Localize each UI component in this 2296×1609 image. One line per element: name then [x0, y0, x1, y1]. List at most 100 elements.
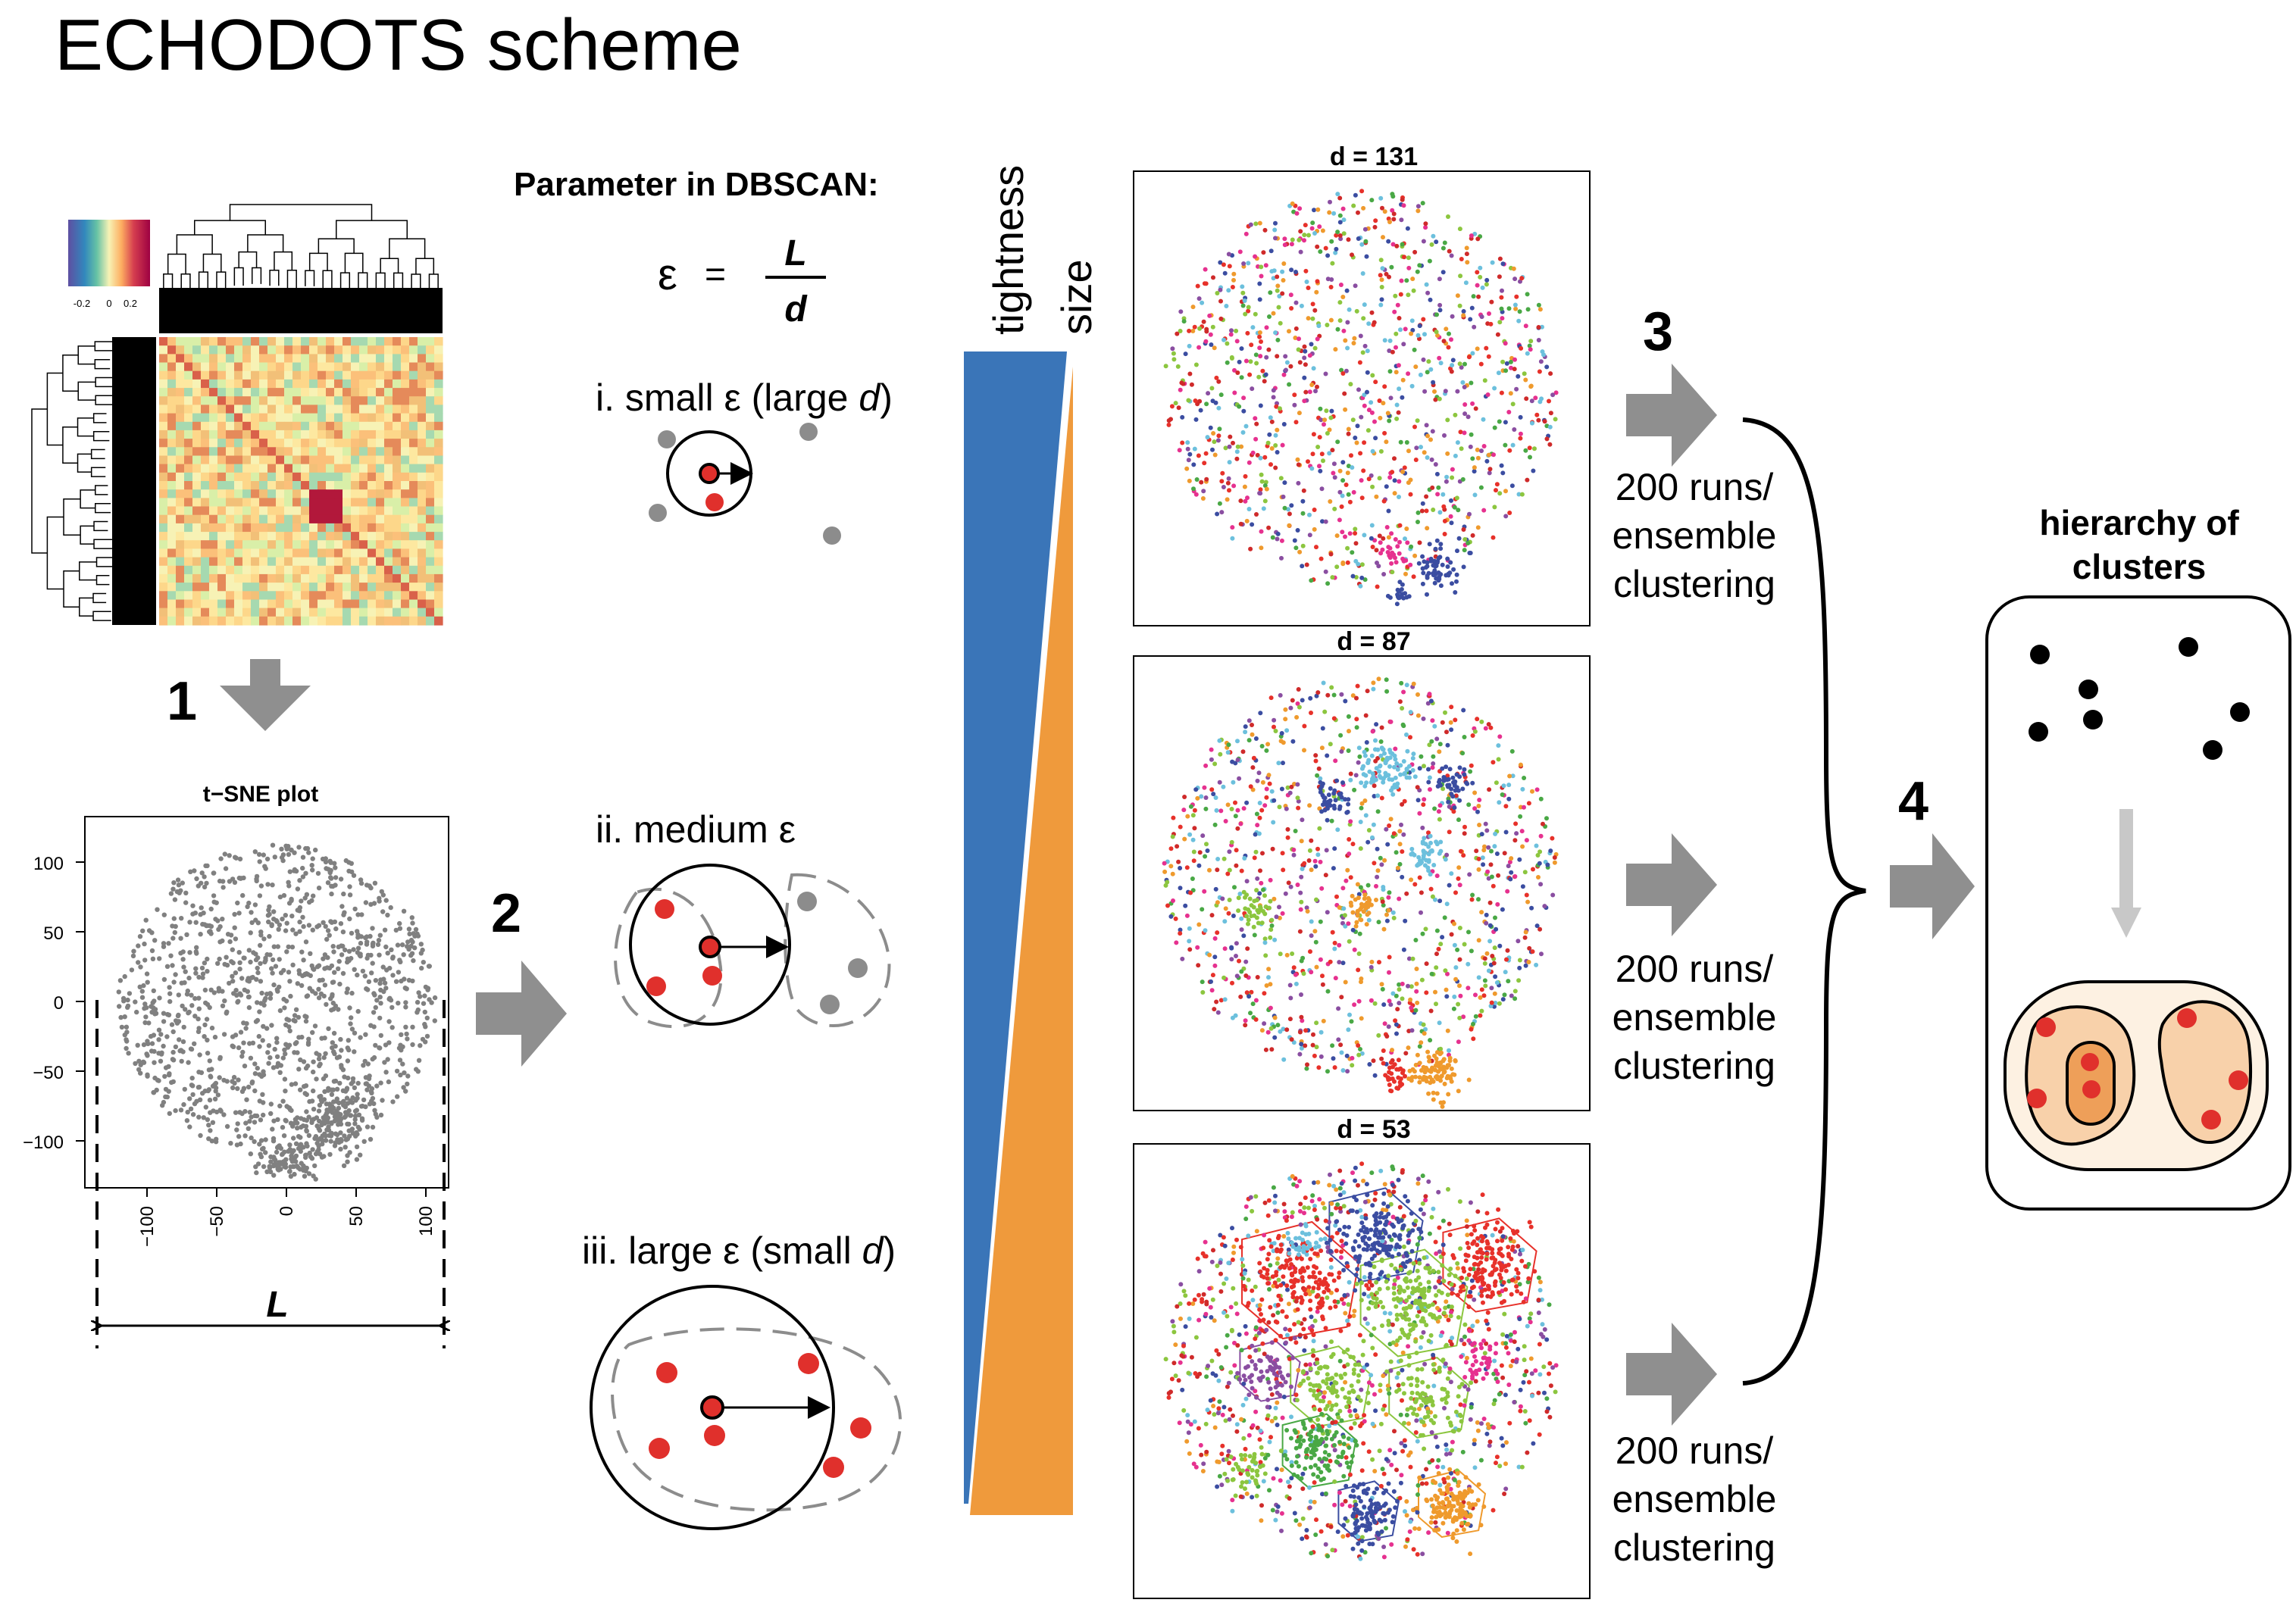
cluster-point — [1509, 870, 1514, 875]
cluster-point — [1203, 795, 1209, 800]
tsne-point — [397, 1058, 403, 1063]
tsne-point — [252, 1120, 258, 1125]
cluster-point — [1453, 412, 1458, 417]
cluster-point — [1250, 723, 1254, 727]
heatmap-cell — [343, 379, 352, 389]
tsne-point — [142, 958, 148, 963]
cluster-point — [1302, 398, 1307, 404]
cluster-point — [1359, 189, 1365, 194]
tsne-point — [249, 920, 255, 926]
tsne-point — [407, 931, 412, 937]
cluster-point — [1377, 533, 1382, 539]
tsne-panel: t−SNE plot 100 50 0 −50 −100 −100 −50 0 … — [23, 782, 449, 1348]
tsne-point — [265, 913, 271, 918]
cluster-point — [1212, 1007, 1217, 1012]
heatmap-cell — [251, 540, 260, 549]
cluster-point — [1493, 1001, 1498, 1005]
heatmap-cell — [267, 591, 277, 601]
cluster-point — [1244, 990, 1250, 995]
tsne-point — [221, 1032, 227, 1037]
heatmap-cell — [176, 388, 185, 397]
cluster-point — [1332, 946, 1337, 951]
heatmap-cell — [292, 506, 302, 516]
cluster-point — [1240, 430, 1246, 435]
cluster-point — [1536, 302, 1541, 308]
heatmap-cell — [209, 573, 218, 583]
cluster-point — [1434, 951, 1439, 957]
cluster-point — [1450, 467, 1455, 472]
tsne-point — [368, 1136, 374, 1142]
cluster-point — [1431, 754, 1436, 759]
tsne-point — [205, 923, 210, 929]
cluster-point — [1212, 452, 1218, 458]
heatmap-cell — [301, 405, 310, 414]
tsne-point — [343, 858, 349, 864]
dendrogram-branch — [62, 426, 78, 464]
tsne-point — [227, 879, 233, 884]
heatmap-cell — [209, 498, 218, 508]
cluster-point — [1412, 424, 1417, 430]
heatmap-cell — [384, 370, 393, 380]
cluster-point — [1387, 555, 1393, 560]
tsne-point — [347, 892, 353, 898]
cluster-point — [1409, 984, 1414, 989]
tsne-point — [228, 1141, 233, 1146]
tsne-point — [170, 963, 175, 968]
heatmap-cell — [418, 354, 427, 364]
cluster-point — [1264, 795, 1269, 800]
heatmap-cell — [351, 532, 360, 541]
heatmap-cell — [334, 599, 343, 609]
cluster-point — [1409, 544, 1414, 549]
cluster-point — [1201, 319, 1206, 324]
heatmap-cell — [201, 616, 210, 626]
heatmap-cell — [434, 455, 443, 465]
cluster-point — [1512, 989, 1518, 994]
cluster-point — [1187, 328, 1192, 333]
cluster-point — [1419, 754, 1424, 759]
cluster-point — [1304, 562, 1309, 567]
heatmap-cell — [226, 506, 235, 516]
cluster-point — [1269, 269, 1275, 274]
tsne-point — [224, 1123, 230, 1129]
cluster-point — [1295, 701, 1300, 706]
heatmap-cell — [426, 548, 435, 558]
heatmap-cell — [192, 481, 202, 490]
cluster-point — [1233, 800, 1237, 805]
heatmap-cell — [409, 388, 418, 397]
heatmap-cell — [309, 421, 318, 431]
dendrogram-branch — [344, 252, 364, 273]
cluster-point — [1281, 867, 1286, 873]
tsne-point — [323, 1073, 329, 1079]
tsne-point — [401, 908, 407, 914]
heatmap-cell — [284, 481, 293, 490]
cluster-point — [1332, 506, 1337, 511]
tsne-point — [352, 1113, 358, 1119]
cluster-point — [1217, 780, 1222, 785]
cluster-point — [1259, 1028, 1265, 1033]
cluster-point — [1434, 312, 1439, 317]
heatmap-cell — [159, 565, 168, 575]
cluster-point — [1203, 339, 1209, 344]
tsne-point — [320, 977, 325, 983]
cluster-point — [1338, 1042, 1344, 1048]
cluster-point — [1358, 333, 1363, 339]
tsne-point — [260, 1092, 265, 1098]
tsne-point — [263, 1137, 268, 1142]
cluster-point — [1390, 570, 1395, 575]
cluster-point — [1312, 526, 1317, 532]
tsne-point — [363, 900, 369, 905]
cluster-point — [1227, 444, 1232, 449]
cluster-point — [1346, 237, 1351, 242]
cluster-point — [1342, 913, 1347, 918]
heatmap-cell — [217, 388, 227, 397]
cluster-point — [1421, 1022, 1426, 1027]
cluster-point — [1281, 261, 1287, 266]
heatmap-cell — [159, 345, 168, 355]
tsne-point — [295, 1126, 300, 1131]
heatmap-cell — [317, 362, 327, 372]
cluster-point — [1218, 751, 1223, 757]
heatmap-cell — [242, 506, 252, 516]
tsne-point — [316, 995, 322, 1001]
cluster-point — [1244, 800, 1250, 805]
cluster-point — [1419, 445, 1423, 450]
